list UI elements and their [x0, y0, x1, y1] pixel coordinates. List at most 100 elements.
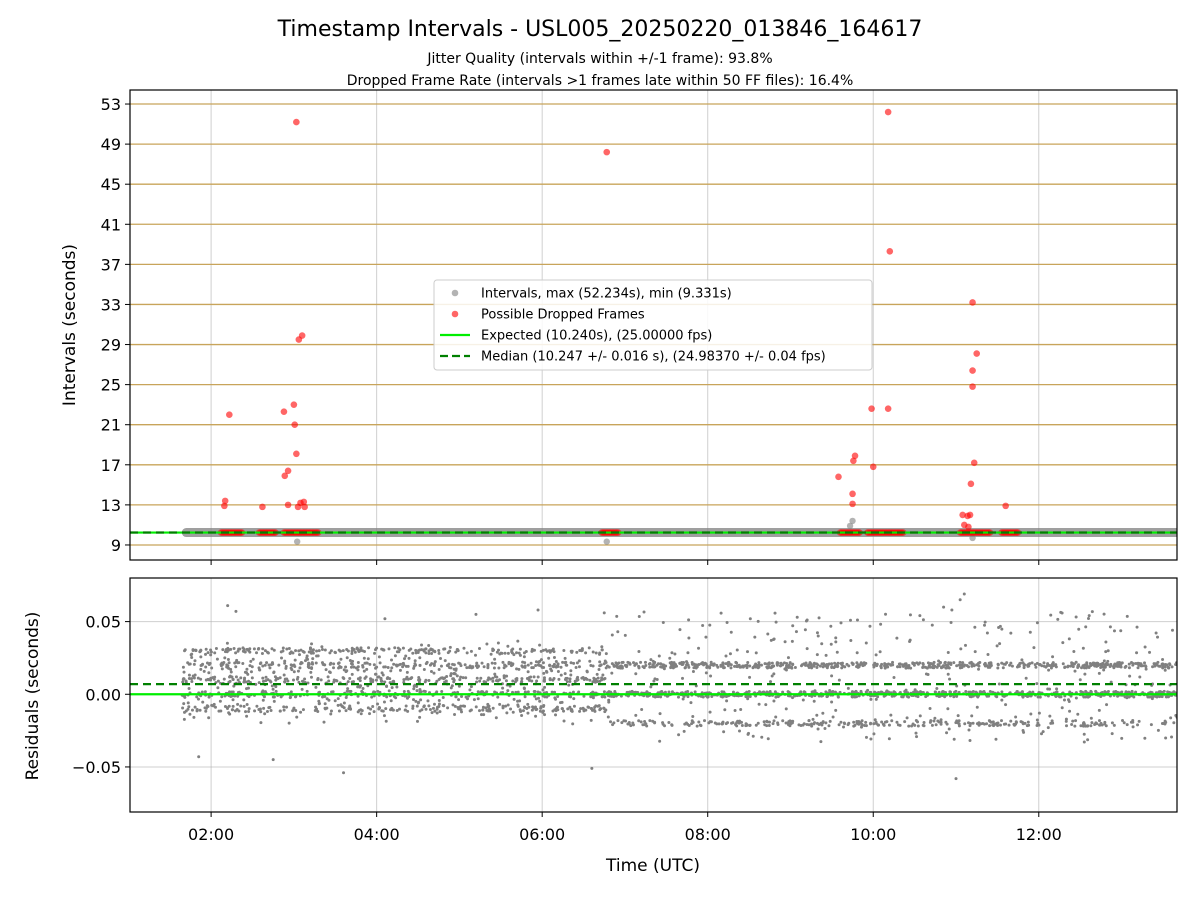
- residual-point: [864, 641, 868, 645]
- residual-point: [287, 646, 291, 650]
- residual-point: [590, 766, 594, 770]
- residual-point: [1136, 666, 1140, 670]
- residual-point: [550, 690, 554, 694]
- residual-point: [854, 695, 858, 699]
- residual-point: [837, 723, 841, 727]
- residual-point: [691, 715, 695, 719]
- residual-point: [1113, 663, 1117, 667]
- residual-point: [695, 724, 699, 728]
- residual-point: [391, 680, 395, 684]
- residual-point: [527, 705, 531, 709]
- residual-point: [589, 718, 593, 722]
- residual-point: [269, 708, 273, 712]
- residual-point: [365, 667, 369, 671]
- residual-point: [1151, 665, 1155, 669]
- residual-point: [1064, 717, 1068, 721]
- residual-point: [279, 650, 283, 654]
- residual-point: [746, 697, 750, 701]
- residual-point: [1144, 667, 1148, 671]
- residual-point: [864, 724, 868, 728]
- residual-point: [584, 708, 588, 712]
- residual-point: [386, 666, 390, 670]
- residual-point: [1149, 723, 1153, 727]
- residual-point: [281, 646, 285, 650]
- residual-point: [767, 720, 771, 724]
- residual-point: [601, 673, 605, 677]
- residual-point: [511, 679, 515, 683]
- residual-point: [575, 661, 579, 665]
- residual-point: [874, 697, 878, 701]
- interval-point: [603, 538, 610, 545]
- residual-point: [975, 705, 979, 709]
- residual-point: [199, 667, 203, 671]
- legend-entry: Possible Dropped Frames: [451, 308, 645, 323]
- residual-point: [748, 675, 752, 679]
- residual-point: [511, 710, 515, 714]
- residual-point: [507, 660, 511, 664]
- residual-point: [245, 714, 249, 718]
- residual-point: [287, 721, 291, 725]
- residual-point: [703, 661, 707, 665]
- residual-point: [181, 677, 185, 681]
- x-tick-label: 06:00: [519, 825, 565, 844]
- residual-point: [257, 666, 261, 670]
- residual-point: [955, 684, 959, 688]
- residual-point: [824, 690, 828, 694]
- residual-point: [914, 731, 918, 735]
- residual-point: [1124, 664, 1128, 668]
- residual-point: [892, 675, 896, 679]
- chart-subtitle-dropped: Dropped Frame Rate (intervals >1 frames …: [347, 73, 854, 89]
- residual-point: [952, 737, 956, 741]
- residual-point: [337, 666, 341, 670]
- residual-point: [534, 697, 538, 701]
- residual-point: [649, 658, 653, 662]
- residual-point: [661, 663, 665, 667]
- residual-point: [1035, 682, 1039, 686]
- residual-point: [637, 665, 641, 669]
- residual-point: [220, 695, 224, 699]
- residual-point: [897, 662, 901, 666]
- residual-point: [323, 695, 327, 699]
- residual-point: [1125, 696, 1129, 700]
- residual-point: [288, 696, 292, 700]
- residual-point: [895, 720, 899, 724]
- residual-point: [274, 678, 278, 682]
- residual-point: [783, 640, 787, 644]
- residual-point: [457, 698, 461, 702]
- residual-point: [286, 679, 290, 683]
- residual-point: [199, 648, 203, 652]
- residual-point: [328, 670, 332, 674]
- residual-point: [603, 677, 607, 681]
- residual-point: [435, 707, 439, 711]
- residual-point: [947, 727, 951, 731]
- residual-point: [756, 664, 760, 668]
- residual-point: [846, 686, 850, 690]
- residual-point: [916, 724, 920, 728]
- residual-point: [763, 723, 767, 727]
- residual-point: [805, 647, 809, 651]
- residual-point: [350, 651, 354, 655]
- residual-point: [441, 703, 445, 707]
- residual-point: [293, 664, 297, 668]
- residual-point: [299, 661, 303, 665]
- residual-point: [895, 636, 899, 640]
- residual-point: [724, 722, 728, 726]
- residual-point: [709, 660, 713, 664]
- residual-point: [293, 658, 297, 662]
- residual-point: [1051, 655, 1055, 659]
- residual-point: [452, 663, 456, 667]
- y-tick-label: 13: [101, 496, 121, 515]
- residual-point: [1018, 662, 1022, 666]
- residual-point: [404, 704, 408, 708]
- residual-point: [603, 695, 607, 699]
- residual-point: [1172, 721, 1176, 725]
- residual-point: [843, 722, 847, 726]
- residual-point: [1056, 617, 1060, 621]
- legend-label: Median (10.247 +/- 0.016 s), (24.98370 +…: [481, 350, 826, 365]
- residual-point: [310, 667, 314, 671]
- residual-point: [1026, 720, 1030, 724]
- dropped-frame-point: [969, 383, 976, 390]
- residual-point: [512, 697, 516, 701]
- residual-point: [810, 666, 814, 670]
- residual-point: [1063, 665, 1067, 669]
